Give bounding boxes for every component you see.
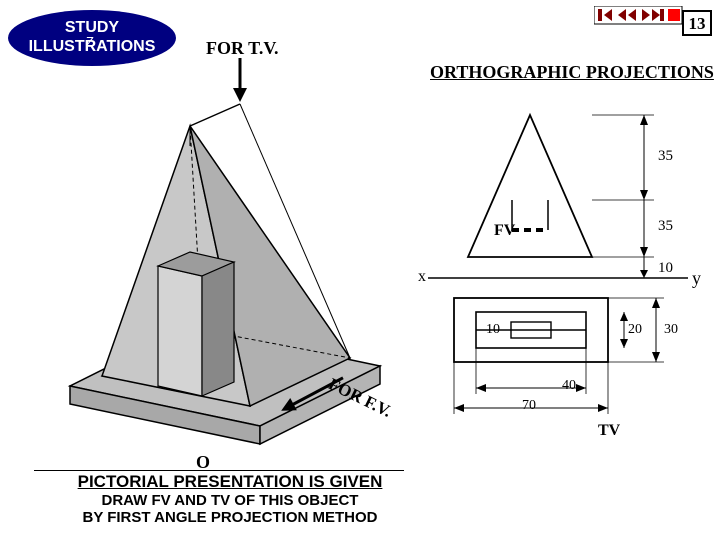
caption-rule xyxy=(34,470,404,471)
dim-70: 70 xyxy=(522,398,536,414)
dim-20: 20 xyxy=(628,322,642,338)
badge-sub: Z xyxy=(86,34,94,49)
y-label: y xyxy=(692,268,701,289)
caption-l2: DRAW FV AND TV OF THIS OBJECT xyxy=(30,492,430,509)
x-label: x xyxy=(418,268,426,286)
dim-10a: 10 xyxy=(658,260,673,277)
dim-40: 40 xyxy=(562,378,576,394)
dim-35b: 35 xyxy=(658,218,673,235)
ortho-views xyxy=(420,100,720,420)
tv-label: TV xyxy=(598,422,620,440)
page-number-box: 13 xyxy=(682,10,712,36)
page-number: 13 xyxy=(689,14,706,33)
caption: PICTORIAL PRESENTATION IS GIVEN DRAW FV … xyxy=(30,472,430,526)
caption-l3: BY FIRST ANGLE PROJECTION METHOD xyxy=(30,509,430,526)
nav-icons xyxy=(594,6,684,26)
dim-35a: 35 xyxy=(658,148,673,165)
dim-30: 30 xyxy=(664,322,678,338)
for-tv-label: FOR T.V. xyxy=(206,38,279,59)
caption-l1: PICTORIAL PRESENTATION IS GIVEN xyxy=(30,472,430,492)
dim-10b: 10 xyxy=(486,322,500,338)
fv-label: FV xyxy=(494,222,515,240)
ortho-title: ORTHOGRAPHIC PROJECTIONS xyxy=(430,62,714,83)
